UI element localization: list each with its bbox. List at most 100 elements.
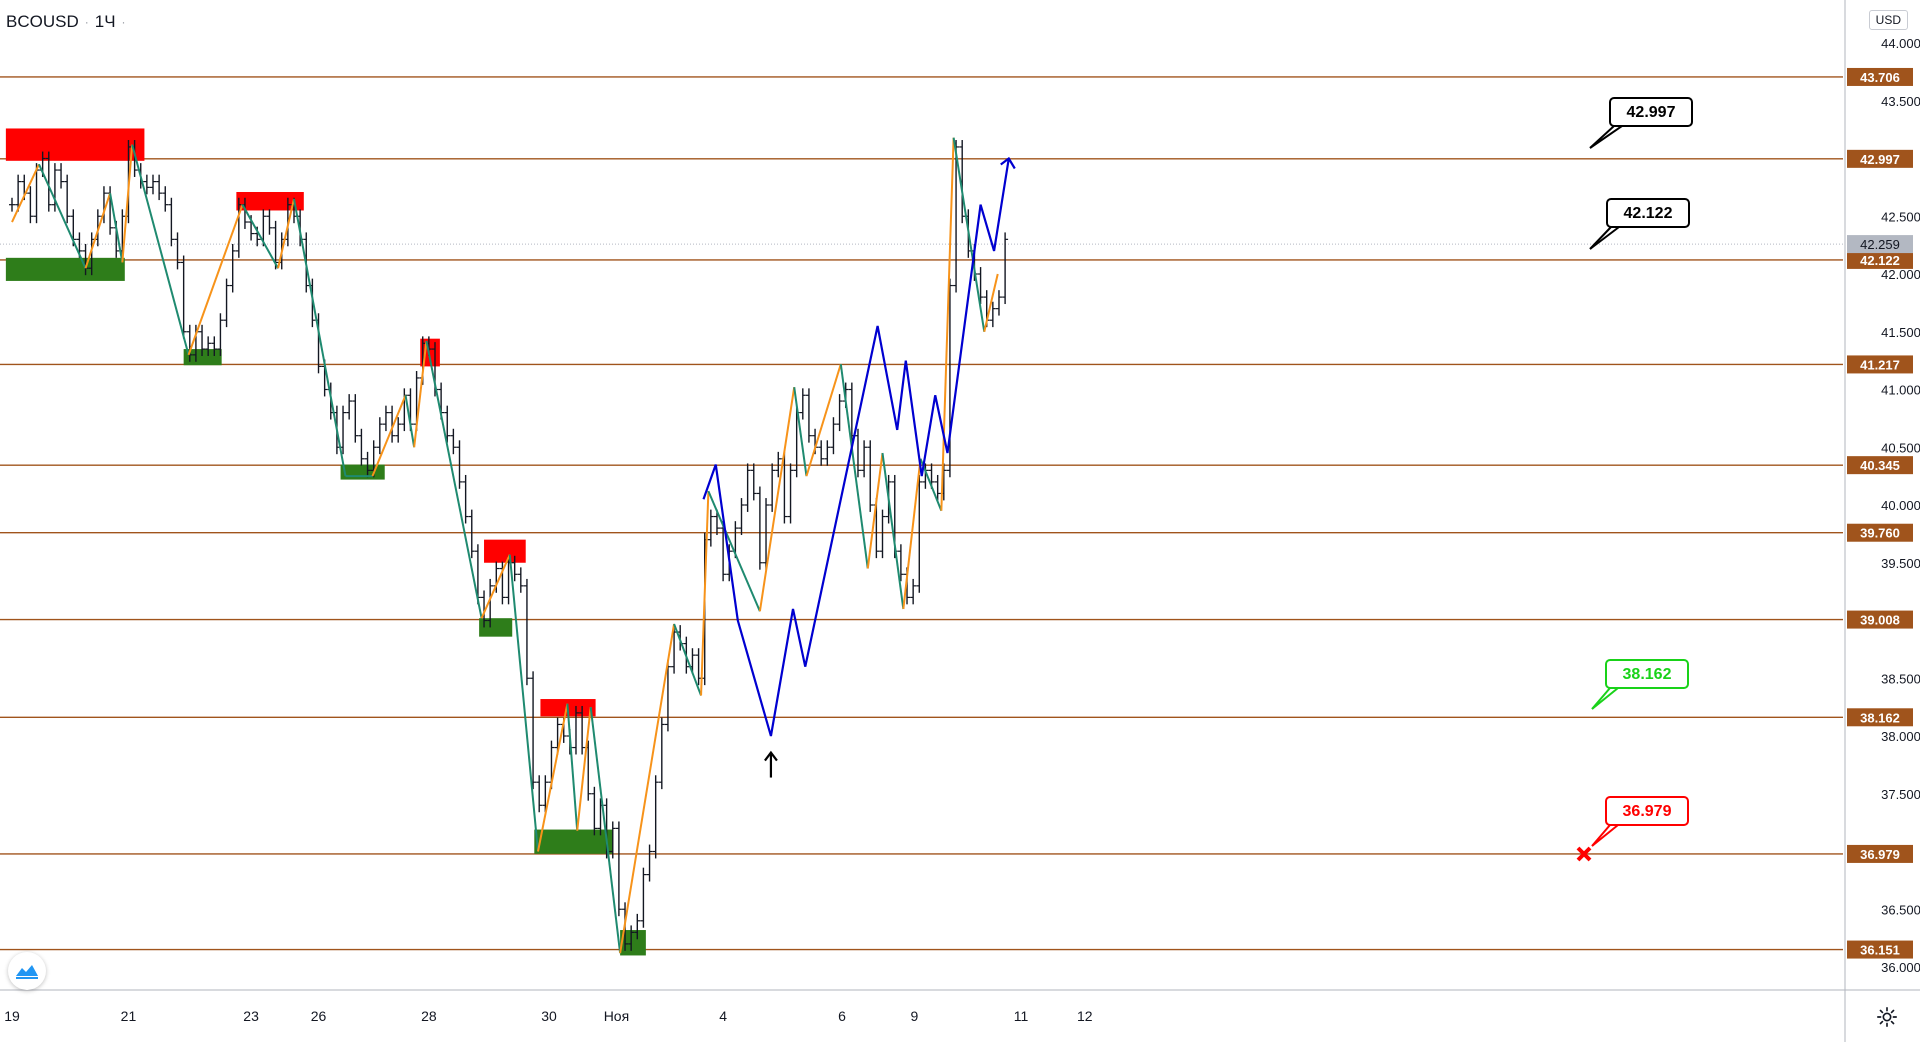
y-tick-label: 43.500	[1881, 94, 1920, 109]
price-levels	[0, 76, 1843, 951]
y-tick-label: 42.500	[1881, 209, 1920, 224]
x-tick-label: Ноя	[604, 1008, 629, 1024]
demand-zone	[340, 464, 385, 480]
zigzag-segment	[371, 394, 407, 477]
level-price-tag	[1847, 523, 1913, 542]
up-arrow-head	[764, 750, 778, 762]
supply-zone	[236, 191, 304, 211]
level-price-tag	[1847, 456, 1913, 475]
zigzag-segment	[673, 623, 702, 696]
zigzag-segment	[293, 198, 347, 477]
zigzag-segment	[758, 387, 796, 612]
zigzag-segment	[277, 198, 295, 269]
zigzag-segment	[404, 395, 416, 448]
callout-label: 42.122	[1624, 205, 1673, 222]
zigzag-segment	[940, 137, 955, 511]
symbol-name[interactable]: BCOUSD	[6, 12, 79, 31]
x-tick-label: 9	[910, 1008, 918, 1024]
level-price-tag	[1847, 250, 1913, 269]
callout-pointer	[1589, 226, 1612, 250]
stop-loss-cross-icon-b	[1576, 846, 1592, 862]
zigzag-segment	[187, 204, 244, 356]
supply-zone	[5, 128, 145, 161]
zigzag-segment	[480, 554, 511, 619]
forecast-arrow-head	[1000, 156, 1016, 170]
y-tick-label: 40.500	[1881, 440, 1920, 455]
zigzag-segment	[425, 340, 483, 619]
x-tick-label: 4	[719, 1008, 727, 1024]
callout-pointer	[1591, 824, 1619, 847]
gear-icon[interactable]	[1876, 1006, 1898, 1028]
zigzag-segment	[121, 144, 134, 263]
x-tick-label: 23	[243, 1008, 259, 1024]
level-price-tag	[1847, 610, 1913, 629]
header-separator-2: ·	[121, 15, 126, 29]
zigzag-segment	[839, 363, 869, 569]
level-price-tag	[1847, 355, 1913, 374]
level-price-label: 36.151	[1860, 943, 1900, 958]
zigzag-segment	[589, 707, 622, 954]
zigzag-segment	[983, 273, 999, 332]
zigzag-segment	[881, 452, 905, 610]
level-price-label: 36.979	[1860, 847, 1900, 862]
callout-pointer	[1589, 125, 1615, 149]
demand-zone	[5, 257, 125, 281]
callout-box	[1606, 198, 1690, 228]
zigzag-segment	[805, 363, 842, 477]
callout-pointer	[1591, 824, 1611, 847]
y-tick-label: 36.500	[1881, 902, 1920, 917]
header-separator: ·	[84, 15, 89, 29]
y-tick-label: 41.000	[1881, 383, 1920, 398]
tradingview-logo-icon[interactable]	[8, 952, 46, 990]
callout-box	[1609, 97, 1693, 127]
x-tick-label: 12	[1077, 1008, 1093, 1024]
zigzag-segment	[241, 204, 279, 269]
level-price-tag	[1847, 149, 1913, 168]
zigzag-segment	[700, 491, 710, 696]
last-price-label: 42.259	[1860, 237, 1900, 252]
level-price-tag	[1847, 844, 1913, 863]
price-axis-bg	[1845, 0, 1920, 990]
zigzag-segment	[866, 452, 884, 569]
y-tick-label: 40.000	[1881, 498, 1920, 513]
level-price-label: 39.760	[1860, 526, 1900, 541]
zigzag-segment	[11, 163, 40, 223]
level-price-label: 38.162	[1860, 710, 1900, 725]
zigzag-segment	[109, 192, 124, 263]
zigzag-lines	[11, 137, 999, 954]
level-price-label: 40.345	[1860, 458, 1900, 473]
y-tick-label: 41.500	[1881, 325, 1920, 340]
callout-label: 36.979	[1623, 803, 1672, 820]
demand-zone	[534, 829, 613, 854]
interval-label[interactable]: 1Ч	[94, 12, 116, 31]
level-price-label: 42.122	[1860, 253, 1900, 268]
zigzag-segment	[902, 458, 922, 610]
zigzag-segment	[38, 163, 87, 269]
y-tick-label: 42.000	[1881, 267, 1920, 282]
callout-box	[1605, 659, 1689, 689]
zigzag-segment	[131, 144, 190, 356]
zigzag-segment	[536, 703, 569, 852]
level-price-tag	[1847, 940, 1913, 959]
zigzag-segment	[952, 137, 986, 332]
annotations: 42.997 42.122 38.162 36.979	[764, 97, 1693, 862]
y-tick-label: 38.000	[1881, 729, 1920, 744]
level-price-tag	[1847, 67, 1913, 86]
forecast-path	[702, 156, 1016, 737]
callout-pointer	[1591, 687, 1611, 710]
y-tick-label: 44.000	[1881, 36, 1920, 51]
forecast-line	[702, 158, 1010, 737]
x-tick-label: 30	[541, 1008, 557, 1024]
zigzag-segment	[508, 554, 539, 852]
y-tick-label: 39.500	[1881, 556, 1920, 571]
demand-zone	[183, 349, 222, 366]
callout-pointer	[1591, 687, 1619, 710]
x-tick-label: 19	[4, 1008, 20, 1024]
y-tick-label: 38.500	[1881, 671, 1920, 686]
level-price-label: 43.706	[1860, 70, 1900, 85]
x-tick-label: 28	[421, 1008, 437, 1024]
currency-label[interactable]: USD	[1868, 10, 1908, 30]
symbol-header: BCOUSD · 1Ч ·	[6, 8, 132, 36]
supply-demand-zones	[5, 128, 646, 956]
